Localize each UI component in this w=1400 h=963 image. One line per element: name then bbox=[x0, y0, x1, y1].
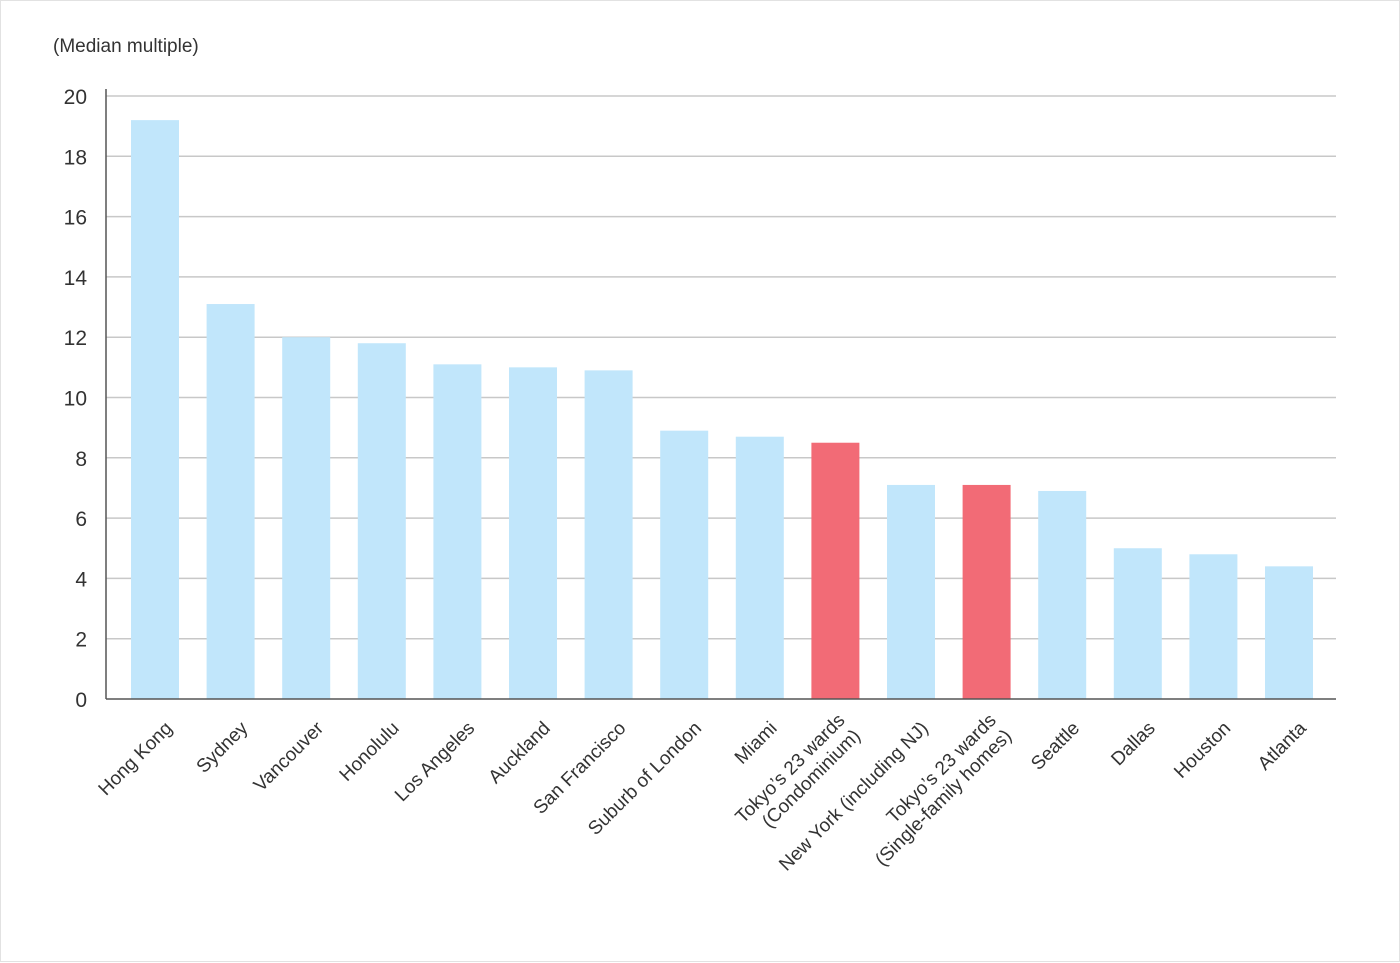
x-tick-label: Atlanta bbox=[1254, 718, 1311, 775]
bar bbox=[1038, 490, 1087, 699]
bar bbox=[735, 436, 784, 699]
x-tick-label: Seattle bbox=[1027, 718, 1084, 775]
y-tick-label: 14 bbox=[64, 267, 88, 290]
x-tick-label-line: Sydney bbox=[193, 718, 253, 778]
bar bbox=[660, 430, 709, 699]
bars bbox=[131, 120, 1313, 700]
bar bbox=[811, 442, 860, 699]
x-tick-label: Los Angeles bbox=[391, 718, 479, 806]
y-tick-label: 12 bbox=[64, 327, 87, 350]
y-tick-label: 16 bbox=[64, 207, 87, 230]
y-tick-label: 10 bbox=[64, 388, 87, 411]
x-tick-label-line: Los Angeles bbox=[391, 718, 479, 806]
bar bbox=[509, 367, 557, 699]
y-tick-label: 8 bbox=[75, 448, 87, 471]
bar bbox=[131, 120, 179, 700]
x-tick-label-line: Atlanta bbox=[1254, 718, 1311, 775]
bar bbox=[962, 484, 1011, 699]
axes bbox=[105, 89, 1336, 700]
x-tick-label: Hong Kong bbox=[95, 718, 177, 800]
bar bbox=[887, 484, 935, 699]
bar bbox=[1265, 566, 1313, 699]
y-tick-label: 0 bbox=[75, 689, 87, 712]
x-tick-label: Tokyo’s 23 wards(Single-family homes) bbox=[871, 710, 1016, 870]
x-tick-label-line: Miami bbox=[731, 718, 782, 769]
x-tick-label-line: Auckland bbox=[485, 718, 555, 788]
bar bbox=[1113, 548, 1162, 699]
x-tick-label-line: Dallas bbox=[1107, 718, 1159, 770]
x-tick-label: Auckland bbox=[485, 718, 555, 788]
bar bbox=[282, 337, 331, 699]
x-tick-label: Tokyo’s 23 wards(Condominium) bbox=[732, 710, 865, 832]
x-tick-label: Miami bbox=[731, 718, 782, 769]
x-tick-label-line: Vancouver bbox=[250, 717, 329, 796]
y-tick-label: 4 bbox=[75, 568, 87, 591]
y-tick-label: 18 bbox=[64, 146, 87, 169]
bar bbox=[206, 304, 255, 699]
y-tick-label: 20 bbox=[64, 86, 87, 109]
bar bbox=[1189, 554, 1238, 699]
x-tick-label: Dallas bbox=[1107, 718, 1159, 770]
x-tick-label-line: Houston bbox=[1170, 718, 1235, 783]
bar bbox=[433, 364, 482, 699]
y-tick-label: 2 bbox=[75, 629, 87, 652]
x-tick-label-line: Honolulu bbox=[336, 718, 404, 786]
x-tick-label: Houston bbox=[1170, 718, 1235, 783]
x-tick-label: Vancouver bbox=[250, 717, 329, 796]
x-tick-label: Sydney bbox=[193, 718, 253, 778]
bar bbox=[357, 343, 406, 699]
x-tick-label-line: Hong Kong bbox=[95, 718, 177, 800]
bar bbox=[584, 370, 633, 699]
x-tick-label-line: Seattle bbox=[1027, 718, 1084, 775]
x-tick-label: Honolulu bbox=[336, 718, 404, 786]
y-tick-label: 6 bbox=[75, 508, 87, 531]
y-axis-unit-label: (Median multiple) bbox=[53, 36, 199, 57]
